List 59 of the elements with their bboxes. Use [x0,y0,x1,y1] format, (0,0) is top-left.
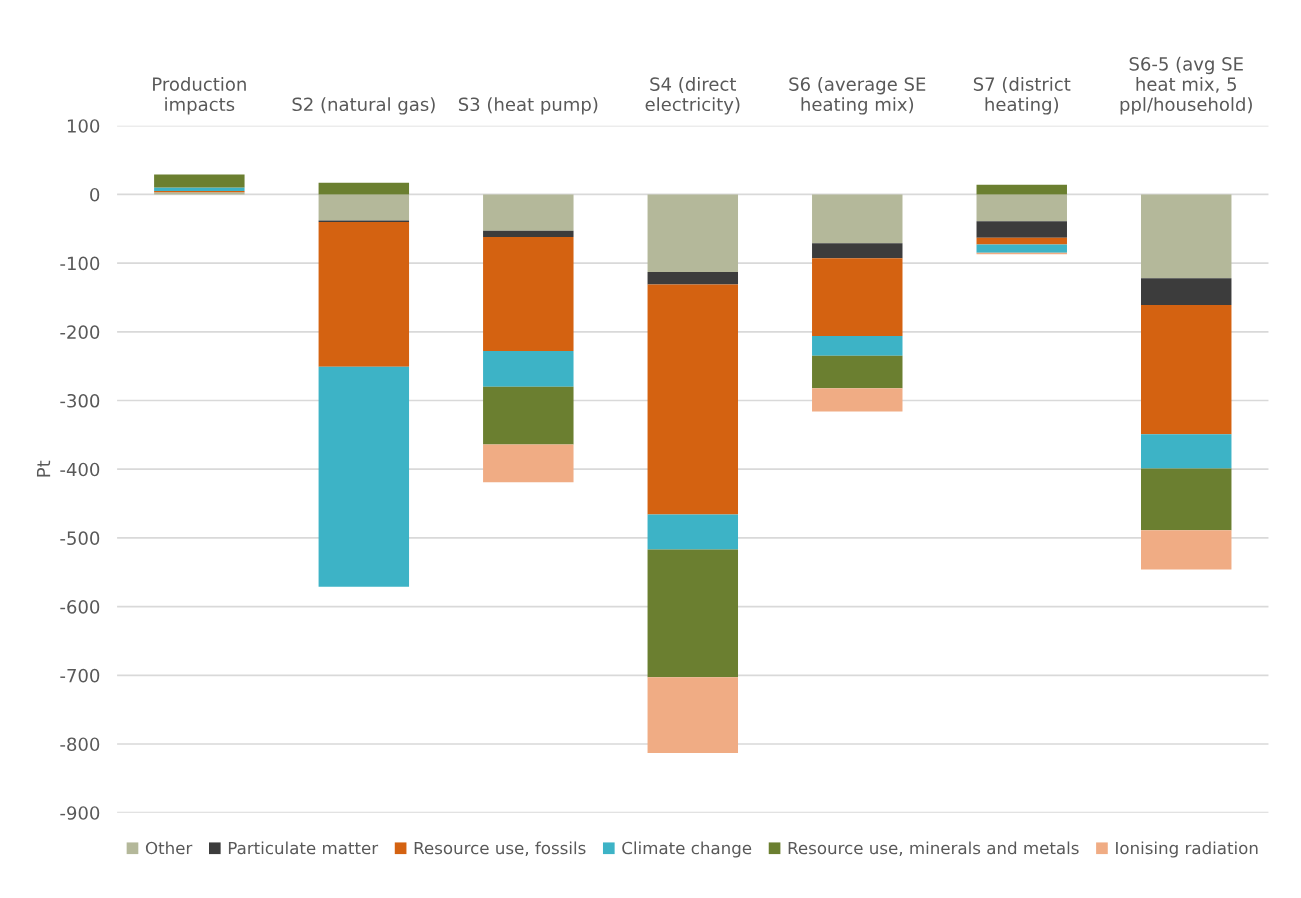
bar [647,284,739,515]
bar [1141,530,1232,570]
bar [976,184,1067,195]
bar [976,237,1067,245]
bar [647,549,739,678]
bar [812,335,903,356]
bar [318,366,410,587]
y-tick-label: -800 [60,737,100,752]
legend-label: Resource use, fossils [414,841,586,857]
bar [1141,468,1232,531]
y-tick-label: -900 [60,806,100,820]
bar [318,221,410,367]
x-tick-label: Production impacts [153,76,246,115]
y-tick-label: -700 [60,668,100,683]
y-tick-label: -600 [60,600,100,614]
y-tick-label: 100 [67,119,100,133]
bar [154,174,245,188]
bar [812,355,903,389]
x-tick-label: S7 (district heating) [973,76,1071,115]
y-tick-label: -300 [60,393,100,408]
bar [1141,434,1232,469]
y-tick-label: -400 [60,462,100,477]
x-tick-label: S4 (direct electricity) [645,76,740,115]
legend-label: Particulate matter [228,841,379,855]
legend-label: Ionising radiation [1116,841,1258,858]
y-tick-label: -500 [60,531,100,546]
bar [647,677,739,753]
bar [1141,194,1232,279]
bar [647,514,739,550]
bar [647,194,739,273]
bar [318,182,410,195]
bar [812,258,903,336]
x-tick-label: S6-5 (avg SE heat mix, 5 ppl/household) [1120,56,1252,115]
y-tick-label: 0 [90,187,100,202]
legend-label: Climate change [622,841,752,858]
bar [976,194,1067,222]
y-tick-label: -100 [60,256,100,271]
x-tick-label: S6 (average SE heating mix) [789,76,926,115]
x-tick-label: S3 (heat pump) [458,97,598,115]
bar [483,351,574,387]
x-tick-label: S2 (natural gas) [292,97,435,115]
bar [812,388,903,412]
bar [812,243,903,259]
y-axis-title: Pt [36,460,51,477]
bar [483,444,574,483]
bar [647,272,739,285]
bar [318,194,410,221]
y-tick-label: -200 [60,325,100,339]
bar [976,244,1067,253]
bar [483,237,574,352]
bar [1141,305,1232,435]
bar [976,221,1067,238]
bar [812,194,903,244]
bar [1141,278,1232,306]
legend-label: Resource use, minerals and metals [788,841,1079,857]
bar [483,194,574,231]
bar [483,386,574,445]
bar [483,230,574,238]
legend-label: Other [145,841,193,855]
